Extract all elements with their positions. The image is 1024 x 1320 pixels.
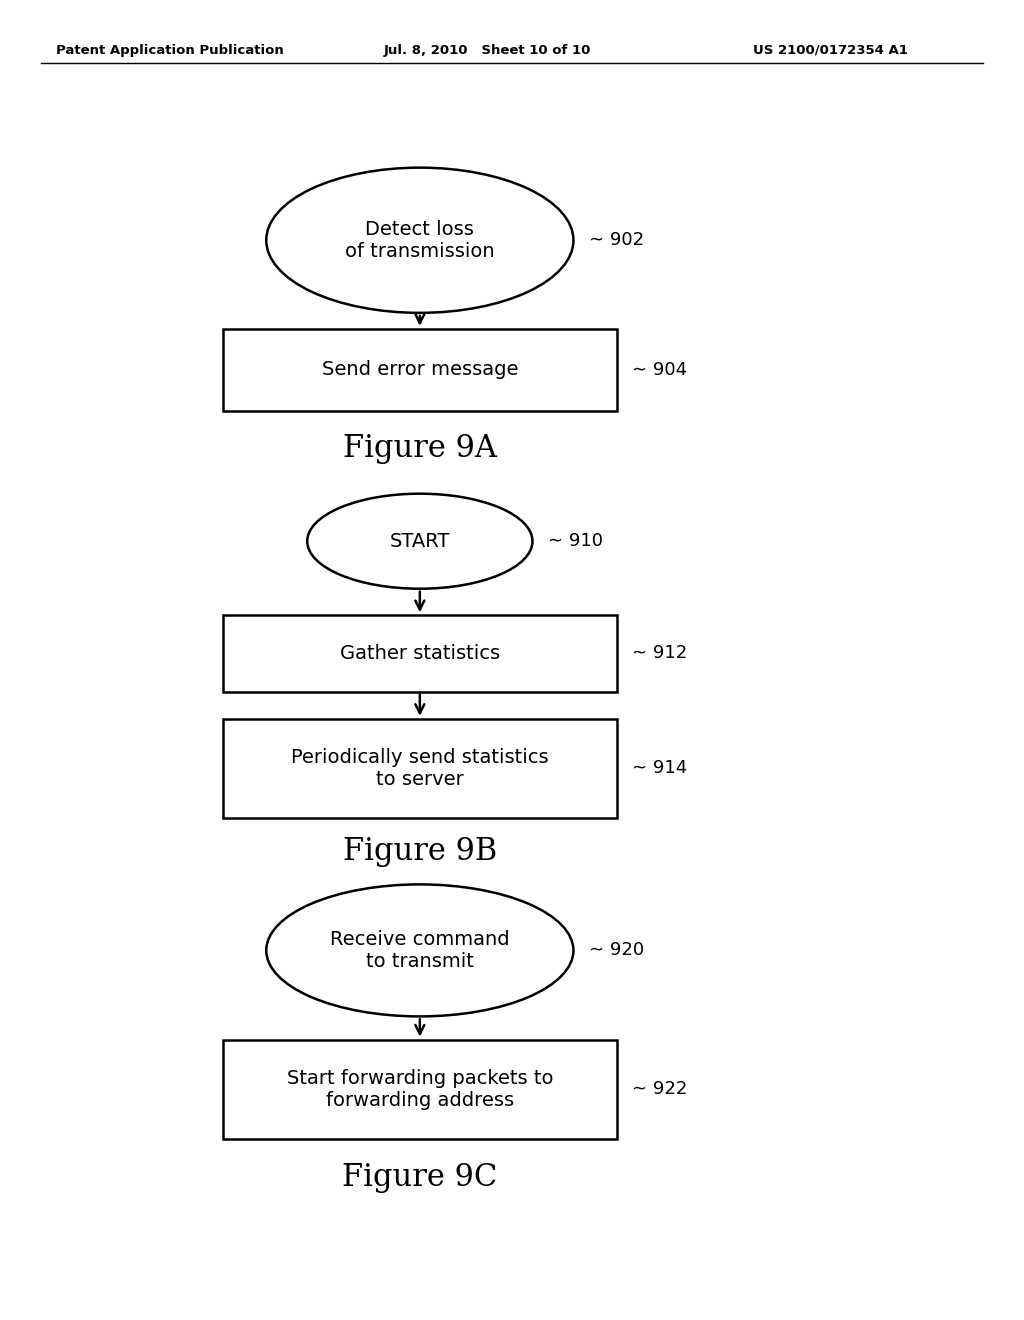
Text: Receive command
to transmit: Receive command to transmit <box>330 929 510 972</box>
Text: ∼ 910: ∼ 910 <box>548 532 603 550</box>
Text: Periodically send statistics
to server: Periodically send statistics to server <box>291 747 549 789</box>
Bar <box>222 718 616 817</box>
Text: Patent Application Publication: Patent Application Publication <box>56 44 284 57</box>
Text: Figure 9B: Figure 9B <box>343 836 497 867</box>
Text: US 2100/0172354 A1: US 2100/0172354 A1 <box>753 44 907 57</box>
Bar <box>222 329 616 411</box>
Text: Detect loss
of transmission: Detect loss of transmission <box>345 219 495 261</box>
Text: ∼ 922: ∼ 922 <box>633 1080 688 1098</box>
Text: Gather statistics: Gather statistics <box>340 644 500 663</box>
Text: Send error message: Send error message <box>322 360 518 379</box>
Text: Jul. 8, 2010   Sheet 10 of 10: Jul. 8, 2010 Sheet 10 of 10 <box>384 44 592 57</box>
Bar <box>222 1040 616 1138</box>
Text: Figure 9A: Figure 9A <box>343 433 497 465</box>
Text: Start forwarding packets to
forwarding address: Start forwarding packets to forwarding a… <box>287 1068 553 1110</box>
Text: ∼ 914: ∼ 914 <box>633 759 687 777</box>
Text: START: START <box>390 532 450 550</box>
Bar <box>222 615 616 692</box>
Text: ∼ 904: ∼ 904 <box>633 360 687 379</box>
Text: ∼ 902: ∼ 902 <box>589 231 644 249</box>
Text: ∼ 920: ∼ 920 <box>589 941 644 960</box>
Text: Figure 9C: Figure 9C <box>342 1162 498 1193</box>
Text: ∼ 912: ∼ 912 <box>633 644 687 663</box>
